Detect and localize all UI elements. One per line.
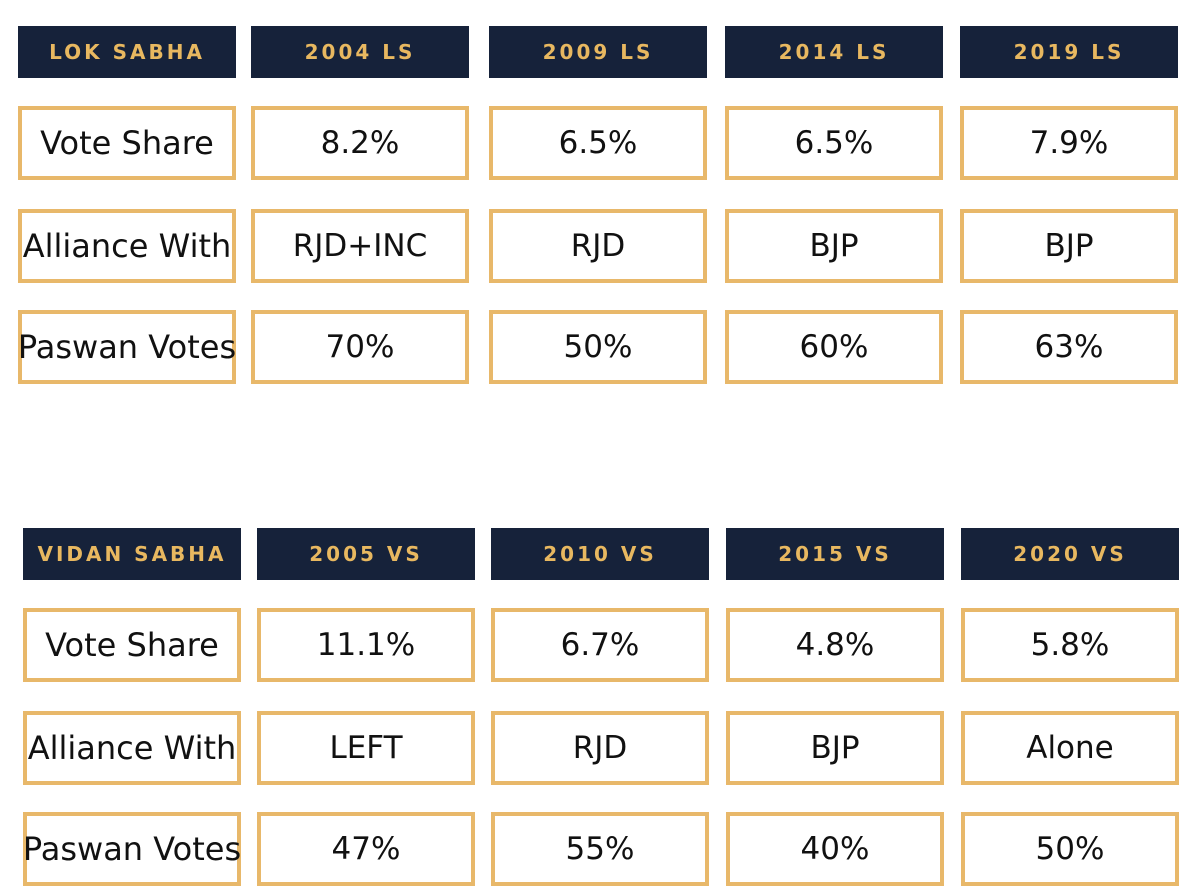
column-header: 2014 LS xyxy=(725,26,943,78)
column-header: 2009 LS xyxy=(489,26,707,78)
table-cell: Alone xyxy=(961,711,1179,785)
table-cell: 50% xyxy=(489,310,707,384)
row-label: Alliance With xyxy=(23,711,241,785)
column-header: 2004 LS xyxy=(251,26,469,78)
table-cell: 6.5% xyxy=(725,106,943,180)
table-cell: 40% xyxy=(726,812,944,886)
table-cell: 60% xyxy=(725,310,943,384)
table-cell: 50% xyxy=(961,812,1179,886)
table-cell: RJD xyxy=(491,711,709,785)
table-cell: BJP xyxy=(726,711,944,785)
table-cell: 11.1% xyxy=(257,608,475,682)
column-header: 2005 VS xyxy=(257,528,475,580)
table-cell: 8.2% xyxy=(251,106,469,180)
table-cell: 4.8% xyxy=(726,608,944,682)
table-cell: BJP xyxy=(960,209,1178,283)
table-cell: RJD xyxy=(489,209,707,283)
column-header: 2010 VS xyxy=(491,528,709,580)
row-label: Paswan Votes xyxy=(18,310,236,384)
table-cell: 7.9% xyxy=(960,106,1178,180)
table-cell: 6.5% xyxy=(489,106,707,180)
table-cell: RJD+INC xyxy=(251,209,469,283)
table-title: VIDAN SABHA xyxy=(23,528,241,580)
row-label: Vote Share xyxy=(23,608,241,682)
column-header: 2020 VS xyxy=(961,528,1179,580)
table-cell: LEFT xyxy=(257,711,475,785)
row-label: Alliance With xyxy=(18,209,236,283)
column-header: 2015 VS xyxy=(726,528,944,580)
table-cell: 5.8% xyxy=(961,608,1179,682)
table-title: LOK SABHA xyxy=(18,26,236,78)
table-cell: 63% xyxy=(960,310,1178,384)
table-cell: 47% xyxy=(257,812,475,886)
row-label: Paswan Votes xyxy=(23,812,241,886)
column-header: 2019 LS xyxy=(960,26,1178,78)
table-cell: 55% xyxy=(491,812,709,886)
table-cell: 6.7% xyxy=(491,608,709,682)
row-label: Vote Share xyxy=(18,106,236,180)
table-cell: BJP xyxy=(725,209,943,283)
table-cell: 70% xyxy=(251,310,469,384)
